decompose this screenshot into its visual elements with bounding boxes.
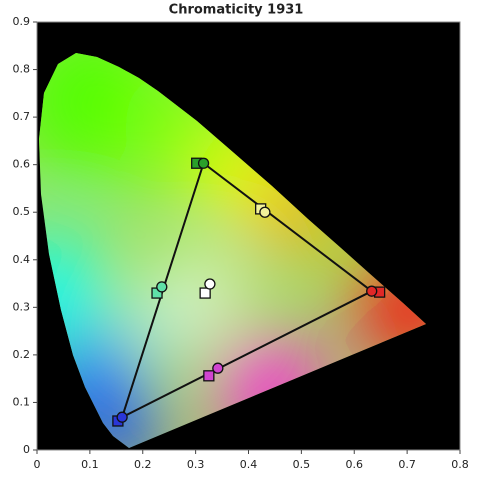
x-tick-label: 0.8 — [451, 458, 469, 471]
measured-point — [212, 362, 224, 374]
y-tick-label: 0 — [23, 443, 30, 456]
measured-point — [116, 411, 128, 423]
x-tick-label: 0.1 — [81, 458, 99, 471]
y-tick-label: 0.5 — [13, 205, 31, 218]
y-tick-label: 0.7 — [13, 110, 31, 123]
measured-point — [259, 206, 271, 218]
measured-point — [204, 278, 216, 290]
measured-point — [156, 281, 168, 293]
y-tick-label: 0.8 — [13, 63, 31, 76]
x-tick-label: 0.6 — [346, 458, 364, 471]
y-tick-label: 0.9 — [13, 15, 31, 28]
y-tick-label: 0.6 — [13, 158, 31, 171]
x-tick-label: 0.2 — [134, 458, 152, 471]
y-tick-label: 0.2 — [13, 348, 31, 361]
y-tick-label: 0.1 — [13, 395, 31, 408]
chart-title: Chromaticity 1931 — [169, 3, 304, 18]
measured-point — [366, 285, 378, 297]
x-tick-label: 0.7 — [398, 458, 416, 471]
target-point — [203, 370, 215, 382]
x-tick-label: 0.3 — [187, 458, 205, 471]
y-tick-label: 0.3 — [13, 300, 31, 313]
x-tick-label: 0.5 — [293, 458, 311, 471]
x-tick-label: 0 — [34, 458, 41, 471]
x-tick-label: 0.4 — [240, 458, 258, 471]
measured-point — [197, 157, 210, 169]
target-point — [199, 287, 211, 299]
watermark: 沙发网 Shafa.COM — [232, 453, 409, 477]
y-tick-label: 0.4 — [13, 253, 31, 266]
